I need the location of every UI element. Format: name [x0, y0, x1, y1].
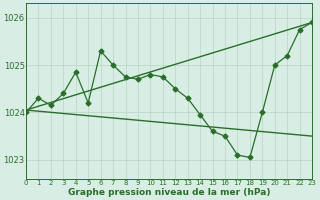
X-axis label: Graphe pression niveau de la mer (hPa): Graphe pression niveau de la mer (hPa) — [68, 188, 270, 197]
